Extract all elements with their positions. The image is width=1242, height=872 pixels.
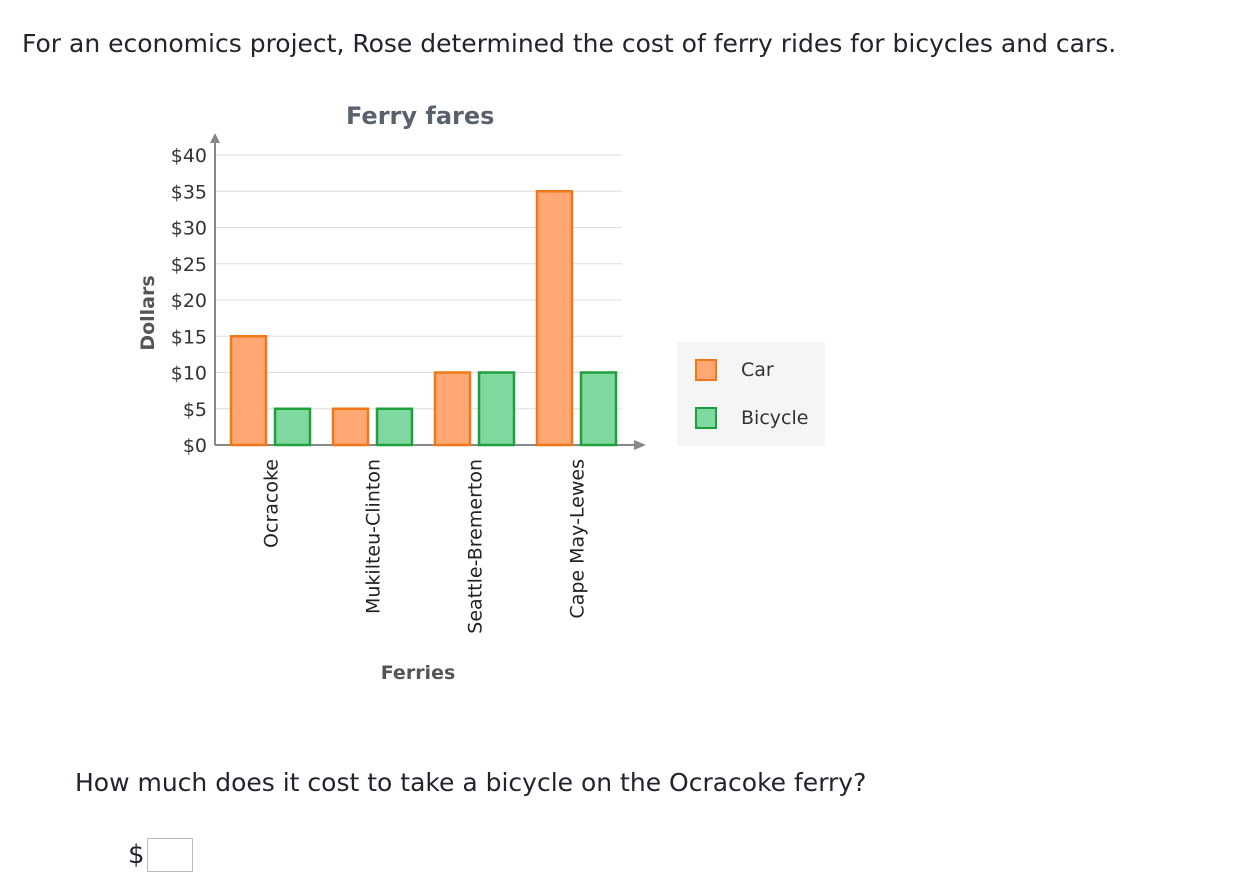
bar-car (433, 371, 472, 447)
y-tick-label: $20 (171, 290, 207, 312)
chart-title: Ferry fares (346, 102, 495, 130)
y-tick-label: $0 (183, 435, 207, 457)
x-axis-label: Ferries (380, 662, 456, 684)
chart-plot-area: $0 $5 $10 $15 $20 $25 $30 $35 $40 Ocracoke Mukilte… (171, 133, 646, 634)
bar-car (535, 190, 574, 447)
answer-input[interactable] (146, 838, 193, 872)
y-tick-label: $30 (171, 218, 207, 240)
legend-swatch-bicycle (695, 407, 717, 429)
ferry-fares-chart: Ferry fares Dollars $0 $5 $10 $15 $20 $25 $30 $… (120, 95, 660, 695)
x-axis-arrow (634, 440, 646, 450)
legend-item-bicycle: Bicycle (695, 407, 808, 429)
bar-car (331, 407, 370, 447)
answer-row: $ (128, 838, 193, 872)
question-text: How much does it cost to take a bicycle … (75, 768, 867, 797)
legend-label-car: Car (741, 359, 774, 381)
y-tick-label: $15 (171, 326, 207, 348)
bar-bicycle (375, 407, 414, 447)
x-tick-label: Seattle-Bremerton (465, 459, 487, 634)
y-tick-label: $5 (183, 399, 207, 421)
problem-intro: For an economics project, Rose determine… (22, 29, 1117, 58)
bar-car (229, 335, 268, 447)
legend-swatch-car (695, 359, 717, 381)
y-tick-label: $10 (171, 363, 207, 385)
x-tick-label: Mukilteu-Clinton (363, 459, 385, 614)
y-tick-label: $40 (171, 145, 207, 167)
chart-legend: Car Bicycle (677, 342, 825, 446)
bar-bicycle (273, 407, 312, 447)
legend-item-car: Car (695, 359, 774, 381)
dollar-prefix: $ (128, 840, 145, 870)
x-tick-label: Ocracoke (261, 459, 283, 548)
y-tick-label: $35 (171, 181, 207, 203)
legend-label-bicycle: Bicycle (741, 407, 809, 429)
bar-bicycle (477, 371, 516, 447)
y-tick-label: $25 (171, 254, 207, 276)
x-tick-label: Cape May-Lewes (567, 459, 589, 619)
y-axis-arrow (210, 133, 220, 143)
bar-bicycle (579, 371, 618, 447)
